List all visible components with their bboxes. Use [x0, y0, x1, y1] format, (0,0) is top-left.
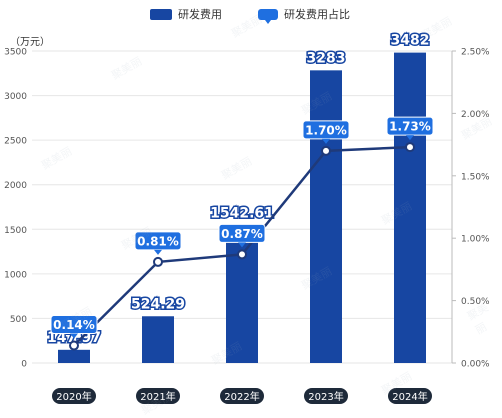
- percent-label: 0.14%: [53, 318, 95, 332]
- x-tick-pill: [388, 388, 432, 404]
- bar: [226, 225, 258, 363]
- x-tick-pill: [136, 388, 180, 404]
- line-point: [405, 142, 415, 153]
- y-tick-label: 3000: [4, 92, 27, 102]
- x-tick-pill: [304, 388, 348, 404]
- percent-label-pointer: [406, 135, 414, 141]
- legend-line-label: 研发费用占比: [284, 8, 350, 21]
- percent-label-pointer: [70, 333, 78, 339]
- x-tick-label: 2020年: [56, 390, 91, 403]
- y-tick-label: 3500: [4, 48, 27, 58]
- bar-value-label: 524.29: [131, 296, 185, 312]
- y2-tick-label: 1.00%: [461, 235, 490, 245]
- bar: [394, 52, 426, 363]
- bar: [58, 349, 90, 363]
- legend: 研发费用 研发费用占比: [0, 6, 502, 24]
- x-tick-label: 2023年: [308, 390, 343, 403]
- percent-label: 1.73%: [389, 120, 431, 134]
- bar-value-label: 3283: [307, 50, 346, 66]
- x-tick-pill: [52, 388, 96, 404]
- x-tick-label: 2024年: [392, 390, 427, 403]
- y2-tick-label: 2.00%: [461, 110, 490, 120]
- y-tick-label: 1500: [4, 226, 27, 236]
- percent-label-pointer: [322, 138, 330, 144]
- bar: [142, 316, 174, 363]
- legend-item-line: 研发费用占比: [258, 6, 350, 24]
- y-tick-label: 1000: [4, 270, 27, 280]
- y2-tick-label: 0.00%: [461, 360, 490, 370]
- line-point: [69, 340, 79, 351]
- percent-label-pointer: [238, 242, 246, 248]
- line-point: [237, 249, 247, 260]
- y2-tick-label: 1.50%: [461, 172, 490, 182]
- bar-value-label: 3482: [391, 33, 430, 49]
- legend-bar-label: 研发费用: [178, 8, 222, 21]
- x-tick-label: 2022年: [224, 390, 259, 403]
- y-tick-label: 2000: [4, 181, 27, 191]
- bar-swatch-icon: [150, 8, 172, 20]
- y2-tick-label: 0.50%: [461, 297, 490, 307]
- x-tick-pill: [220, 388, 264, 404]
- percent-label: 1.70%: [305, 123, 347, 137]
- y-tick-label: 2500: [4, 137, 27, 147]
- y2-tick-label: 2.50%: [461, 48, 490, 58]
- percent-label-pointer: [154, 249, 162, 255]
- y-axis-unit: （万元）: [10, 37, 50, 48]
- legend-item-bar: 研发费用: [150, 6, 222, 22]
- y-tick-label: 0: [21, 360, 27, 370]
- y-tick-label: 500: [10, 315, 27, 325]
- bubble-swatch-icon: [258, 8, 278, 24]
- percent-label: 0.81%: [137, 234, 179, 248]
- bar: [310, 70, 342, 364]
- line-point: [153, 256, 163, 267]
- x-tick-label: 2021年: [140, 390, 175, 403]
- line-point: [321, 145, 331, 156]
- bar-value-label: 1542.61: [210, 205, 274, 221]
- percent-label: 0.87%: [221, 227, 263, 241]
